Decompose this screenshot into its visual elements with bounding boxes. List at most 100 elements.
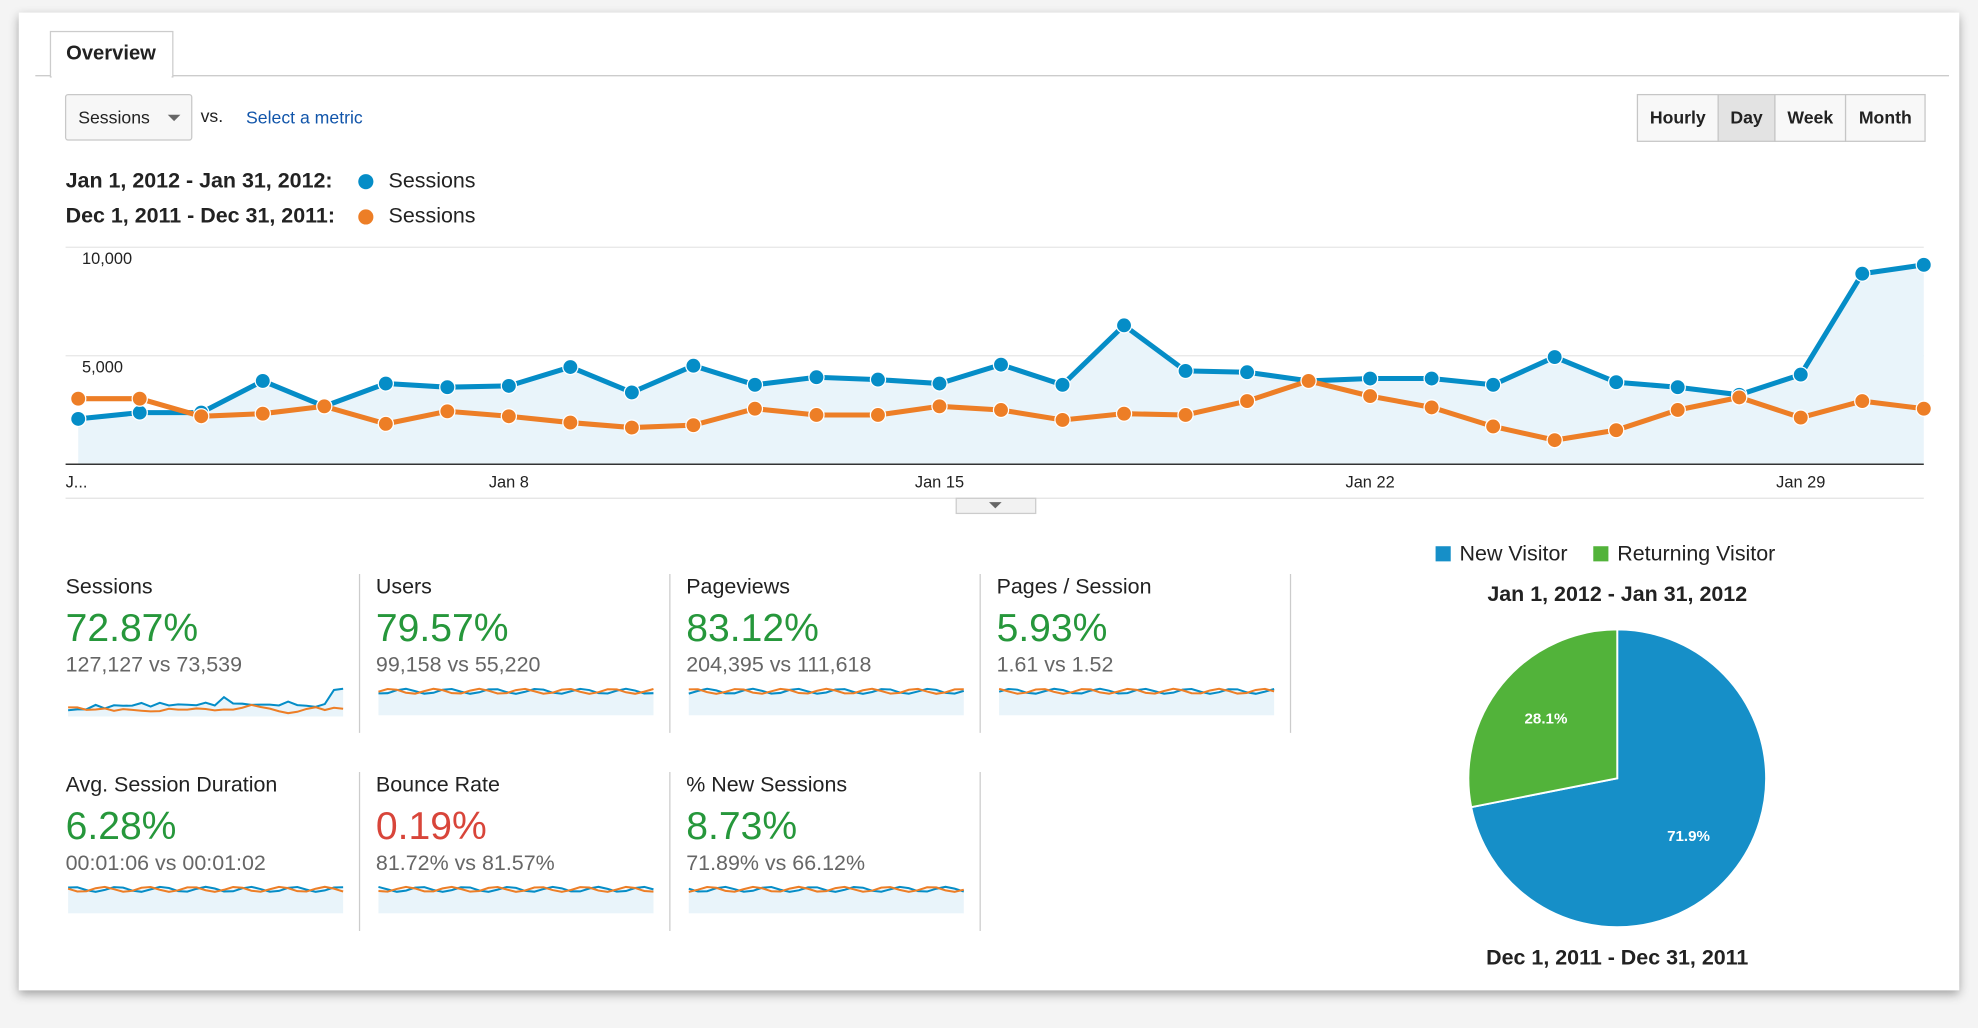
sparkline-decor: [688, 687, 964, 695]
tab[interactable]: [49, 30, 174, 78]
scorecard-comparison: 99,158 vs 55,220: [376, 653, 541, 677]
data-point: [193, 408, 210, 425]
data-point: [1915, 256, 1932, 274]
tab-label[interactable]: Overview: [66, 43, 156, 65]
sparkline-area: [688, 691, 964, 716]
data-point: [1115, 405, 1133, 422]
data-point: [1669, 401, 1686, 419]
data-point: [1238, 364, 1256, 381]
data-point: [1115, 317, 1133, 334]
data-point: [992, 356, 1010, 373]
sparkline-area: [68, 889, 344, 914]
scorecard-change: 6.28%: [66, 805, 177, 848]
scorecard-title: Users: [376, 575, 432, 599]
x-tick-label: Jan 8: [489, 473, 529, 491]
granularity-label[interactable]: Day: [1730, 107, 1763, 127]
data-point: [1854, 265, 1871, 282]
pie-value-label: 71.9%: [1667, 828, 1710, 845]
data-point: [70, 410, 87, 428]
data-point: [439, 403, 456, 420]
data-point: [439, 379, 456, 396]
data-point: [685, 357, 702, 374]
data-point: [1792, 366, 1809, 383]
scorecard-change: 72.87%: [66, 607, 199, 650]
pie-subtitle: Dec 1, 2011 - Dec 31, 2011: [1486, 945, 1748, 969]
data-point: [808, 369, 825, 386]
legend-period: Dec 1, 2011 - Dec 31, 2011:: [66, 204, 335, 228]
data-point: [1054, 376, 1071, 394]
scorecard-change: 79.57%: [376, 607, 509, 650]
granularity-label[interactable]: Month: [1859, 107, 1912, 127]
legend-label: New Visitor: [1460, 542, 1568, 566]
data-point: [1854, 392, 1871, 410]
scorecard-title: Bounce Rate: [376, 773, 500, 797]
data-point: [1361, 387, 1379, 405]
scorecard-change: 83.12%: [686, 607, 819, 650]
legend-swatch: [1593, 546, 1609, 562]
scorecard-title: Pageviews: [686, 575, 790, 599]
sparkline-decor: [688, 687, 965, 695]
vs-label: vs.: [201, 106, 224, 126]
sparkline-area: [378, 691, 654, 716]
granularity-button[interactable]: [1844, 93, 1926, 142]
granularity-button[interactable]: [1717, 93, 1776, 142]
legend-name: Sessions: [389, 204, 476, 228]
data-point: [992, 401, 1010, 419]
sparkline-area: [999, 691, 1275, 716]
compare-link[interactable]: Select a metric: [246, 107, 363, 127]
data-point: [131, 404, 148, 421]
scorecard-change: 0.19%: [376, 805, 487, 848]
data-point: [1915, 400, 1932, 417]
data-point: [1423, 399, 1440, 416]
data-point: [746, 400, 764, 417]
data-point: [500, 408, 518, 425]
sparkline-decor: [378, 885, 654, 893]
sparkline-area: [688, 889, 964, 914]
data-point: [1731, 389, 1748, 406]
sparkline-decor: [688, 885, 965, 893]
data-point: [1484, 376, 1502, 394]
data-point: [869, 371, 887, 388]
data-point: [869, 406, 887, 424]
data-point: [808, 406, 825, 424]
metric-dropdown[interactable]: [64, 93, 193, 141]
scorecard-comparison: 00:01:06 vs 00:01:02: [66, 851, 266, 875]
data-point: [685, 416, 702, 434]
data-point: [562, 414, 579, 431]
data-point: [1546, 431, 1563, 449]
y-tick-label: 5,000: [82, 359, 123, 377]
data-point: [562, 358, 579, 376]
x-tick-label: Jan 15: [915, 473, 964, 491]
content: Overview Sessions vs. Select a metric Ho…: [18, 12, 1960, 991]
pie-slice: [1470, 628, 1768, 929]
x-tick-label: Jan 29: [1776, 473, 1825, 491]
legend-dot: [358, 209, 374, 225]
data-point: [1607, 374, 1625, 391]
granularity-label[interactable]: Week: [1787, 107, 1833, 127]
legend-name: Sessions: [389, 168, 476, 192]
metric-selected[interactable]: Sessions: [78, 107, 150, 127]
sparkline: [68, 703, 344, 715]
data-point: [1177, 362, 1194, 380]
legend-label: Returning Visitor: [1617, 542, 1775, 566]
x-tick-label: J...: [66, 473, 88, 491]
data-point: [1300, 372, 1317, 390]
granularity-label[interactable]: Hourly: [1650, 107, 1706, 127]
scorecard-title: % New Sessions: [686, 773, 847, 797]
pie-slice: [1467, 628, 1619, 809]
data-point: [931, 398, 948, 415]
data-point: [623, 384, 641, 401]
data-point: [1792, 409, 1809, 426]
data-point: [377, 415, 395, 433]
sparkline-area: [378, 889, 654, 914]
data-point: [254, 372, 271, 390]
granularity-button[interactable]: [1774, 93, 1847, 142]
granularity-button[interactable]: [1636, 93, 1719, 142]
data-point: [1423, 370, 1440, 387]
data-point: [1361, 370, 1379, 387]
x-tick-label: Jan 22: [1346, 473, 1395, 491]
legend-swatch: [1435, 546, 1451, 562]
collapse-arrow: [989, 502, 1002, 509]
data-point: [1238, 392, 1256, 410]
